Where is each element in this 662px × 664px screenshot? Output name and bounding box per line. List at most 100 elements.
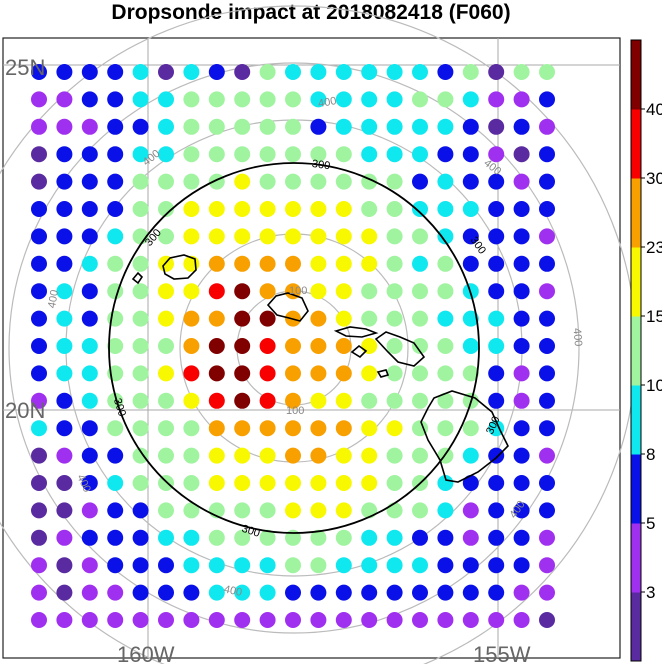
impact-dot <box>412 91 428 108</box>
impact-dot <box>361 502 378 519</box>
impact-dot <box>56 64 73 80</box>
impact-dot <box>107 420 124 437</box>
impact-dot <box>132 310 149 327</box>
colorbar-swatch <box>631 178 641 248</box>
impact-dot <box>335 447 352 464</box>
impact-dot <box>31 118 47 135</box>
island-kahoolawe <box>376 369 390 378</box>
impact-dot <box>259 557 276 574</box>
impact-dot <box>310 420 327 437</box>
impact-dot <box>234 420 251 437</box>
impact-dot <box>335 529 352 546</box>
impact-dot <box>462 228 479 245</box>
impact-dot <box>56 338 73 354</box>
impact-dot <box>208 529 225 546</box>
impact-dot <box>208 310 225 327</box>
impact-dot <box>285 502 301 519</box>
impact-dot <box>335 392 352 409</box>
colorbar-swatch <box>631 454 641 524</box>
impact-dot <box>183 173 200 190</box>
colorbar-swatch <box>631 592 641 662</box>
ring-label-100-top: 100 <box>289 285 307 297</box>
impact-dot <box>31 338 47 354</box>
colorbar-label: 15 <box>646 307 662 326</box>
impact-dot <box>513 64 530 80</box>
impact-dot <box>285 338 301 354</box>
impact-dot <box>412 310 428 327</box>
impact-dot <box>81 64 98 80</box>
impact-dot <box>335 283 352 300</box>
impact-dot <box>513 255 530 272</box>
impact-dot <box>361 612 378 628</box>
impact-dot <box>488 283 505 300</box>
impact-dot <box>208 228 225 245</box>
impact-dot <box>234 557 251 574</box>
impact-dot <box>208 612 225 628</box>
impact-dot <box>462 255 479 272</box>
impact-dot <box>107 201 124 217</box>
impact-dot <box>208 146 225 163</box>
impact-dot <box>412 584 428 601</box>
impact-dot <box>183 392 200 409</box>
colorbar-label: 8 <box>646 445 655 464</box>
impact-dot <box>539 420 555 437</box>
impact-dot <box>412 447 428 464</box>
impact-dot <box>285 392 301 409</box>
impact-dot <box>158 64 174 80</box>
impact-dot <box>310 228 327 245</box>
impact-dot <box>234 310 251 327</box>
impact-dot <box>488 365 505 382</box>
colorbar-frame <box>630 39 642 662</box>
impact-dot <box>335 228 352 245</box>
impact-dot <box>361 283 378 300</box>
impact-dot <box>513 91 530 108</box>
impact-dot <box>81 146 98 163</box>
colorbar-swatch <box>631 247 641 317</box>
impact-dot <box>335 557 352 574</box>
colorbar-swatch <box>631 316 641 386</box>
impact-dot <box>513 173 530 190</box>
impact-dot <box>488 529 505 546</box>
impact-dot <box>208 91 225 108</box>
impact-dot <box>335 584 352 601</box>
impact-dot <box>81 612 98 628</box>
impact-dot <box>158 173 174 190</box>
impact-dot <box>437 173 454 190</box>
impact-dot <box>31 365 47 382</box>
impact-dot <box>81 475 98 491</box>
impact-dot <box>234 64 251 80</box>
impact-dot <box>386 529 403 546</box>
impact-dot <box>361 64 378 80</box>
impact-dot <box>285 255 301 272</box>
impact-dot <box>513 392 530 409</box>
impact-dot <box>56 447 73 464</box>
impact-dot <box>513 475 530 491</box>
impact-dot <box>361 201 378 217</box>
impact-dot <box>183 502 200 519</box>
lat-label-25n: 25N <box>5 55 45 80</box>
impact-dot <box>335 420 352 437</box>
impact-dot <box>183 283 200 300</box>
impact-dot <box>539 365 555 382</box>
impact-dot <box>183 584 200 601</box>
ring-label-400-left: 400 <box>46 289 61 309</box>
impact-dot <box>158 338 174 354</box>
impact-dot <box>56 420 73 437</box>
impact-dot <box>158 475 174 491</box>
impact-dot <box>31 283 47 300</box>
impact-dot <box>513 557 530 574</box>
impact-dot <box>310 502 327 519</box>
impact-dot <box>81 365 98 382</box>
impact-dot <box>234 201 251 217</box>
impact-dot <box>310 529 327 546</box>
impact-dot <box>285 91 301 108</box>
impact-dot <box>208 338 225 354</box>
impact-dot <box>513 146 530 163</box>
impact-dot <box>539 173 555 190</box>
impact-dot <box>310 392 327 409</box>
impact-dot <box>412 392 428 409</box>
impact-dot <box>259 338 276 354</box>
impact-dot <box>437 201 454 217</box>
impact-dot <box>234 612 251 628</box>
impact-dot <box>488 338 505 354</box>
